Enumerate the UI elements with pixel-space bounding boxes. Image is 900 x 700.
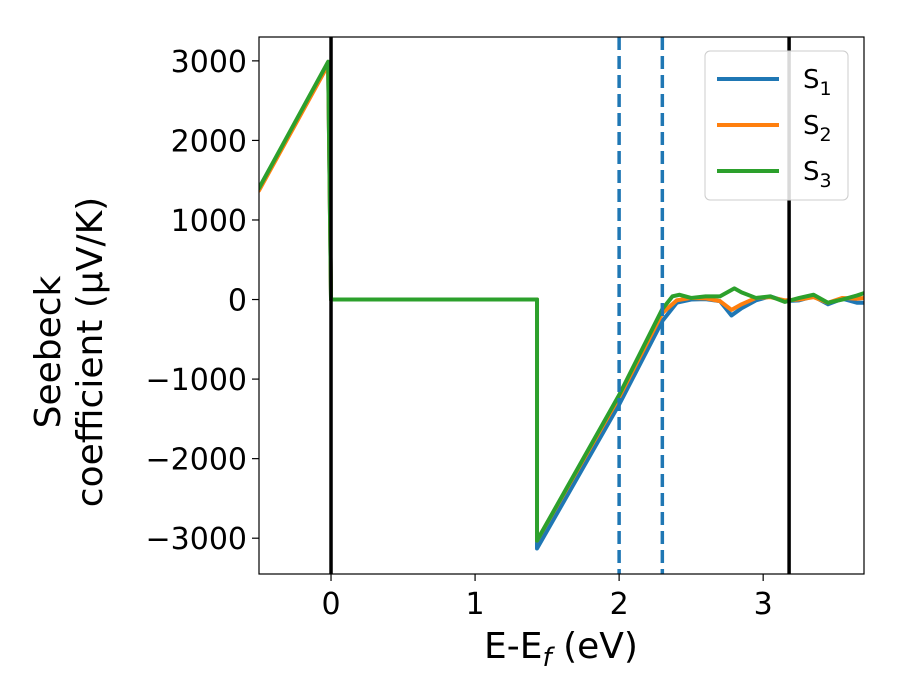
y-axis-label: Seebeck coefficient (μV/K)	[28, 197, 111, 507]
y-tick-label: −1000	[146, 363, 247, 398]
legend-label-1: S1	[803, 65, 832, 100]
y-tick-label: −3000	[146, 522, 247, 557]
x-axis-ticks: 0 1 2 3	[321, 574, 773, 622]
series-layer	[259, 59, 864, 551]
y-tick-label: −2000	[146, 443, 247, 478]
y-axis-ticks: 3000 2000 1000 0 −1000 −2000 −3000	[146, 45, 259, 557]
y-tick-label: 3000	[171, 45, 247, 80]
y-tick-label: 2000	[171, 124, 247, 159]
x-tick-label: 2	[610, 587, 629, 622]
legend-entries: S1 S2 S3	[717, 65, 832, 192]
legend-label-3: S3	[803, 157, 832, 192]
y-tick-label: 0	[228, 284, 247, 319]
x-tick-label: 1	[466, 587, 485, 622]
x-tick-label: 0	[321, 587, 340, 622]
y-axis-label-line-1: Seebeck	[28, 275, 69, 428]
x-tick-label: 3	[754, 587, 773, 622]
x-axis-label: E-Ef (eV)	[484, 626, 638, 673]
plot-frame	[258, 36, 865, 575]
legend-label-2: S2	[803, 111, 832, 146]
y-tick-label: 1000	[171, 204, 247, 239]
legend: S1 S2 S3	[704, 50, 849, 201]
y-axis-label-line-2: coefficient (μV/K)	[70, 197, 111, 507]
series-line-3	[259, 59, 864, 543]
